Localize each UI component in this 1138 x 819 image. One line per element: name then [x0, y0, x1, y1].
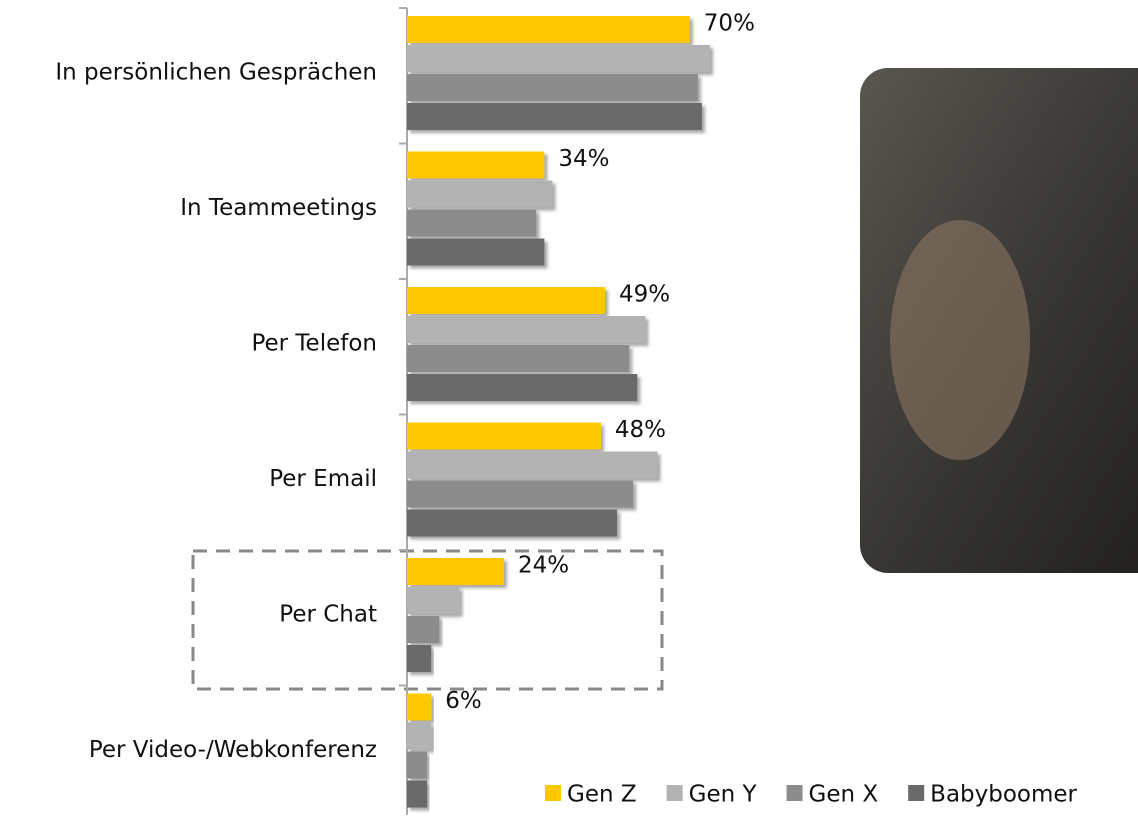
bar	[407, 751, 428, 779]
bar	[407, 151, 545, 179]
value-label: 6%	[445, 688, 482, 714]
legend-label: Babyboomer	[930, 782, 1077, 808]
legend-label: Gen X	[809, 782, 879, 808]
bar	[407, 722, 432, 750]
category-label: Per Telefon	[251, 331, 377, 357]
legend-swatch	[786, 785, 803, 801]
bar	[407, 480, 634, 508]
bar	[407, 345, 630, 372]
category-label: Per Email	[269, 466, 377, 492]
value-label: 49%	[619, 282, 670, 308]
legend-label: Gen Z	[567, 782, 637, 808]
legend-swatch	[545, 785, 561, 801]
category-label: Per Chat	[279, 602, 377, 628]
bar	[407, 616, 440, 643]
bar	[407, 509, 618, 537]
bar	[407, 422, 601, 450]
bar	[407, 558, 504, 585]
bar	[407, 103, 702, 130]
bar	[407, 45, 710, 72]
bar	[407, 693, 432, 721]
bar	[407, 645, 432, 672]
bar	[407, 238, 545, 266]
legend-swatch	[908, 785, 925, 801]
category-label: Per Video-/Webkonferenz	[89, 737, 377, 763]
value-label: 24%	[518, 553, 569, 579]
bar	[407, 587, 460, 614]
legend-swatch	[666, 785, 683, 801]
legend-label: Gen Y	[689, 782, 758, 808]
bar	[407, 287, 605, 314]
value-label: 34%	[558, 146, 609, 172]
highlight-box	[191, 549, 664, 691]
category-label: In Teammeetings	[180, 195, 377, 221]
bar	[407, 16, 690, 43]
bar	[407, 209, 537, 237]
bar	[407, 180, 553, 208]
value-label: 48%	[615, 417, 666, 443]
value-label: 70%	[704, 11, 755, 37]
bar	[407, 74, 698, 101]
bar	[407, 316, 646, 343]
photo-figure	[890, 220, 1030, 460]
bar	[407, 374, 638, 401]
category-label: In persönlichen Gesprächen	[55, 60, 377, 86]
bar	[407, 780, 428, 808]
bar	[407, 451, 658, 479]
